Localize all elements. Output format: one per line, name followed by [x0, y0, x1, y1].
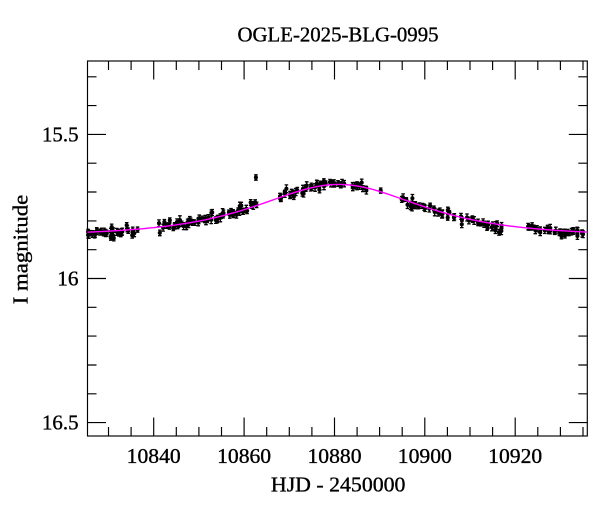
svg-text:10920: 10920 [488, 444, 542, 468]
svg-text:10860: 10860 [217, 444, 271, 468]
svg-text:HJD - 2450000: HJD - 2450000 [271, 472, 406, 496]
svg-text:I magnitude: I magnitude [9, 195, 33, 305]
svg-text:OGLE-2025-BLG-0995: OGLE-2025-BLG-0995 [238, 23, 439, 47]
svg-text:10900: 10900 [398, 444, 452, 468]
svg-text:10840: 10840 [127, 444, 181, 468]
svg-text:16: 16 [57, 267, 79, 291]
svg-text:16.5: 16.5 [42, 411, 79, 435]
svg-text:15.5: 15.5 [42, 123, 79, 147]
svg-text:10880: 10880 [308, 444, 362, 468]
